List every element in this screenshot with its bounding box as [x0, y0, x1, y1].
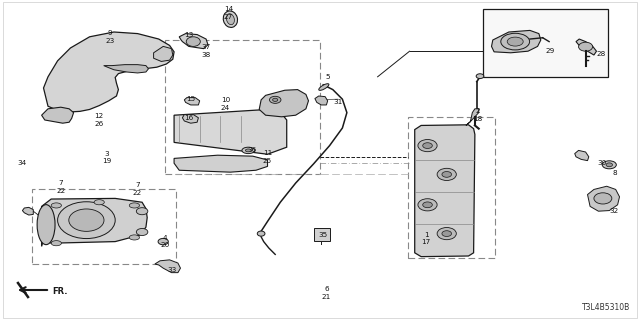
Text: 11
25: 11 25 — [263, 150, 272, 164]
Text: 2
18: 2 18 — [473, 108, 482, 122]
Ellipse shape — [418, 140, 437, 152]
Polygon shape — [155, 260, 180, 273]
Text: 30: 30 — [597, 160, 606, 166]
Text: 10
24: 10 24 — [221, 97, 230, 111]
Text: 34: 34 — [17, 160, 26, 166]
Ellipse shape — [37, 205, 55, 245]
Text: 36: 36 — [247, 148, 256, 153]
Text: T3L4B5310B: T3L4B5310B — [582, 303, 630, 312]
Ellipse shape — [186, 37, 200, 46]
Text: 31: 31 — [333, 100, 342, 105]
Text: 33: 33 — [167, 268, 176, 273]
Ellipse shape — [227, 14, 234, 25]
Ellipse shape — [423, 143, 433, 148]
Ellipse shape — [69, 209, 104, 231]
Polygon shape — [42, 107, 74, 123]
Text: 13: 13 — [184, 32, 193, 38]
Polygon shape — [259, 90, 308, 117]
Ellipse shape — [508, 37, 524, 46]
Ellipse shape — [476, 74, 484, 79]
Ellipse shape — [442, 231, 452, 236]
Text: 7
22: 7 22 — [56, 180, 65, 194]
Ellipse shape — [437, 228, 456, 240]
Text: 6
21: 6 21 — [322, 286, 331, 300]
Ellipse shape — [606, 163, 612, 167]
Ellipse shape — [129, 235, 140, 240]
Text: 1
17: 1 17 — [422, 232, 431, 245]
Bar — [165, 40, 320, 174]
Polygon shape — [588, 186, 620, 211]
Ellipse shape — [418, 199, 437, 211]
Ellipse shape — [319, 84, 329, 90]
Ellipse shape — [257, 231, 265, 236]
Text: 37
38: 37 38 — [202, 44, 211, 58]
Ellipse shape — [51, 203, 61, 208]
Polygon shape — [174, 109, 287, 154]
Text: 32: 32 — [610, 208, 619, 214]
Text: 35: 35 — [319, 232, 328, 238]
Ellipse shape — [94, 200, 104, 205]
Ellipse shape — [423, 202, 433, 208]
Polygon shape — [182, 115, 198, 123]
Ellipse shape — [594, 193, 612, 204]
Bar — [32, 189, 176, 264]
Text: 28: 28 — [597, 52, 606, 57]
Ellipse shape — [51, 241, 61, 246]
Ellipse shape — [501, 33, 530, 50]
Polygon shape — [184, 98, 200, 105]
Text: 16: 16 — [184, 116, 193, 121]
Ellipse shape — [437, 168, 456, 180]
Text: 8: 8 — [612, 170, 617, 176]
Text: 12
26: 12 26 — [95, 113, 104, 127]
Polygon shape — [492, 30, 541, 53]
Bar — [408, 117, 495, 258]
Text: 15: 15 — [186, 96, 195, 102]
Ellipse shape — [136, 208, 148, 215]
Polygon shape — [44, 32, 174, 112]
Polygon shape — [154, 46, 173, 61]
Ellipse shape — [579, 42, 593, 51]
Ellipse shape — [158, 238, 168, 245]
Polygon shape — [466, 109, 479, 125]
Polygon shape — [315, 96, 328, 105]
Polygon shape — [179, 34, 208, 49]
Polygon shape — [174, 155, 268, 172]
Polygon shape — [576, 39, 596, 55]
Text: 7
22: 7 22 — [133, 182, 142, 196]
Bar — [314, 228, 330, 241]
Text: 14
27: 14 27 — [224, 6, 233, 20]
Ellipse shape — [129, 203, 140, 208]
Bar — [483, 9, 608, 77]
Polygon shape — [42, 198, 147, 246]
Text: 9
23: 9 23 — [106, 30, 115, 44]
Polygon shape — [22, 207, 33, 215]
Ellipse shape — [242, 147, 255, 154]
Polygon shape — [575, 150, 589, 161]
Text: 5: 5 — [325, 74, 330, 80]
Ellipse shape — [273, 98, 278, 101]
Ellipse shape — [269, 96, 281, 103]
Polygon shape — [415, 125, 475, 257]
Text: FR.: FR. — [52, 287, 67, 297]
Polygon shape — [104, 65, 148, 73]
Text: 3
19: 3 19 — [102, 151, 111, 164]
Ellipse shape — [602, 161, 616, 169]
Ellipse shape — [442, 172, 452, 177]
Ellipse shape — [58, 202, 115, 239]
Text: 4
20: 4 20 — [161, 235, 170, 248]
Ellipse shape — [223, 11, 237, 28]
Text: 29: 29 — [546, 48, 555, 54]
Ellipse shape — [136, 228, 148, 236]
Ellipse shape — [246, 149, 252, 152]
